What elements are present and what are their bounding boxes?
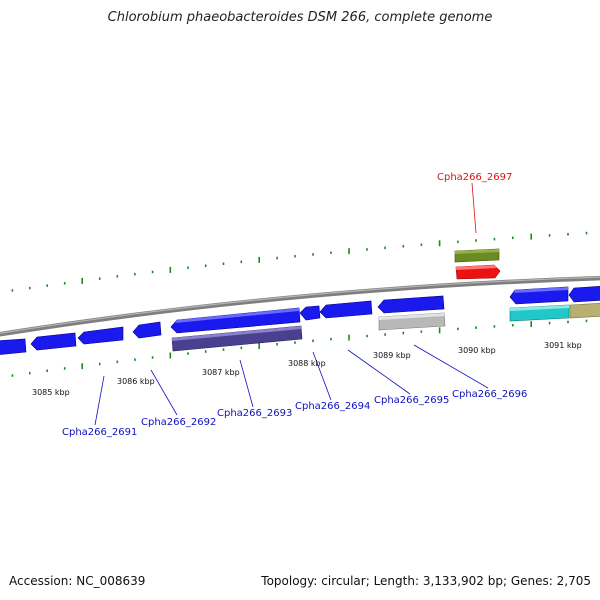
gene-rev-h[interactable] — [377, 295, 445, 314]
kbp-scale-labels: 3085 kbp 3086 kbp 3087 kbp 3088 kbp 3089… — [32, 341, 582, 397]
callout-line-2697 — [471, 182, 477, 234]
feature-blue-cds[interactable] — [299, 305, 321, 321]
feature-blue-cds[interactable] — [132, 321, 162, 339]
genes-value: 2,705 — [556, 574, 591, 588]
gene-khaki-feature[interactable] — [569, 302, 600, 319]
top-tick-marks — [11, 231, 588, 292]
feature-khaki[interactable] — [569, 302, 600, 319]
feature-blue-cds[interactable] — [377, 295, 445, 314]
callout-line-2696 — [413, 344, 489, 389]
gene-gray-feature[interactable] — [378, 312, 446, 331]
kbp-label: 3088 kbp — [288, 359, 326, 368]
feature-red-cds-shine — [456, 265, 497, 270]
length-label: Length: — [373, 574, 420, 588]
feature-blue-cds[interactable] — [77, 326, 124, 345]
gene-cpha266-2697[interactable] — [455, 264, 501, 280]
callout-line-2695 — [347, 349, 411, 395]
feature-blue-cds[interactable] — [319, 300, 373, 319]
kbp-label: 3091 kbp — [544, 341, 582, 350]
gene-forward-right-2[interactable] — [568, 286, 600, 303]
callout-lines — [94, 182, 489, 426]
gene-rev-e[interactable] — [170, 307, 301, 334]
feature-blue-cds-shine — [514, 287, 568, 293]
accession-value: NC_008639 — [76, 574, 146, 588]
callout-line-2691 — [94, 375, 105, 426]
gene-rev-c[interactable] — [77, 326, 124, 345]
genes-label: Genes: — [510, 574, 553, 588]
feature-blue-cds-shine — [175, 308, 299, 323]
feature-blue-cds[interactable] — [568, 286, 600, 303]
kbp-label: 3090 kbp — [458, 346, 496, 355]
genome-summary: Topology: circular; Length: 3,133,902 bp… — [261, 574, 591, 588]
topology-value: circular — [321, 574, 366, 588]
topology-label: Topology: — [261, 574, 318, 588]
gene-label-2694[interactable]: Cpha266_2694 — [295, 401, 370, 412]
bottom-tick-marks — [11, 319, 588, 377]
accession-info: Accession: NC_008639 — [9, 574, 145, 588]
kbp-label: 3086 kbp — [117, 377, 155, 386]
gene-label-2697[interactable]: Cpha266_2697 — [437, 172, 512, 183]
gene-rev-f[interactable] — [299, 305, 321, 321]
accession-label: Accession: — [9, 574, 73, 588]
kbp-label: 3087 kbp — [202, 368, 240, 377]
gene-label-2693[interactable]: Cpha266_2693 — [217, 408, 292, 419]
gene-label-2692[interactable]: Cpha266_2692 — [141, 417, 216, 428]
gene-labels: Cpha266_2691 Cpha266_2692 Cpha266_2693 C… — [62, 172, 527, 438]
gene-label-2696[interactable]: Cpha266_2696 — [452, 389, 527, 400]
gene-purple-feature[interactable] — [171, 325, 303, 352]
gene-rev-g[interactable] — [319, 300, 373, 319]
callout-line-2692 — [150, 369, 178, 416]
callout-line-2694 — [312, 351, 332, 401]
gene-rev-d[interactable] — [132, 321, 162, 339]
gene-label-2691[interactable]: Cpha266_2691 — [62, 427, 137, 438]
gene-label-2695[interactable]: Cpha266_2695 — [374, 395, 449, 406]
callout-line-2693 — [239, 359, 254, 408]
genome-backbone — [0, 275, 600, 337]
feature-green-rna-shine — [455, 249, 499, 254]
feature-blue-cds[interactable] — [170, 307, 301, 334]
length-value: 3,133,902 bp — [422, 574, 503, 588]
backbone-highlight — [0, 276, 600, 334]
gene-rev-a[interactable] — [0, 338, 27, 355]
feature-blue-cds[interactable] — [0, 338, 27, 355]
feature-gray-shine — [379, 313, 444, 320]
feature-purple-shine — [172, 326, 301, 341]
gene-forward-right-1[interactable] — [509, 286, 569, 305]
map-title: Chlorobium phaeobacteroides DSM 266, com… — [107, 10, 493, 25]
feature-blue-cds[interactable] — [30, 332, 77, 351]
kbp-label: 3089 kbp — [373, 351, 411, 360]
gene-cyan-feature[interactable] — [509, 304, 570, 322]
gene-features — [0, 248, 600, 355]
feature-cyan-shine — [510, 305, 569, 311]
kbp-label: 3085 kbp — [32, 388, 70, 397]
gene-rev-b[interactable] — [30, 332, 77, 351]
backbone-line — [0, 275, 600, 337]
gene-cpha266-2697-rna[interactable] — [454, 248, 500, 263]
